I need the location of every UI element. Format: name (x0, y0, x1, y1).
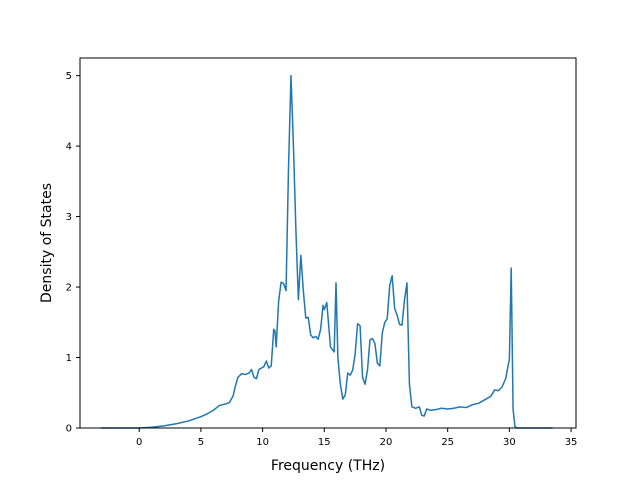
x-tick-label: 30 (503, 437, 516, 448)
y-tick-label: 5 (66, 71, 72, 82)
y-tick-label: 2 (66, 283, 72, 294)
data-layer (100, 74, 553, 429)
x-tick-label: 35 (565, 437, 578, 448)
dos-series-line (100, 74, 553, 429)
x-tick-label: 5 (198, 437, 204, 448)
x-tick-label: 25 (441, 437, 454, 448)
y-tick-label: 3 (66, 212, 72, 223)
x-ticks: 0 5 10 15 20 25 30 35 (136, 428, 577, 448)
plot-frame (79, 57, 577, 429)
x-axis-label: Frequency (THz) (271, 458, 385, 474)
y-axis-label: Density of States (39, 183, 55, 303)
x-tick-label: 0 (136, 437, 142, 448)
plot-area (80, 58, 576, 428)
x-tick-label: 20 (380, 437, 393, 448)
x-tick-label: 10 (256, 437, 269, 448)
x-tick-label: 15 (318, 437, 331, 448)
y-tick-label: 1 (66, 353, 72, 364)
y-ticks: 0 1 2 3 4 5 (66, 71, 80, 435)
y-tick-label: 0 (66, 424, 72, 435)
y-tick-label: 4 (66, 142, 72, 153)
